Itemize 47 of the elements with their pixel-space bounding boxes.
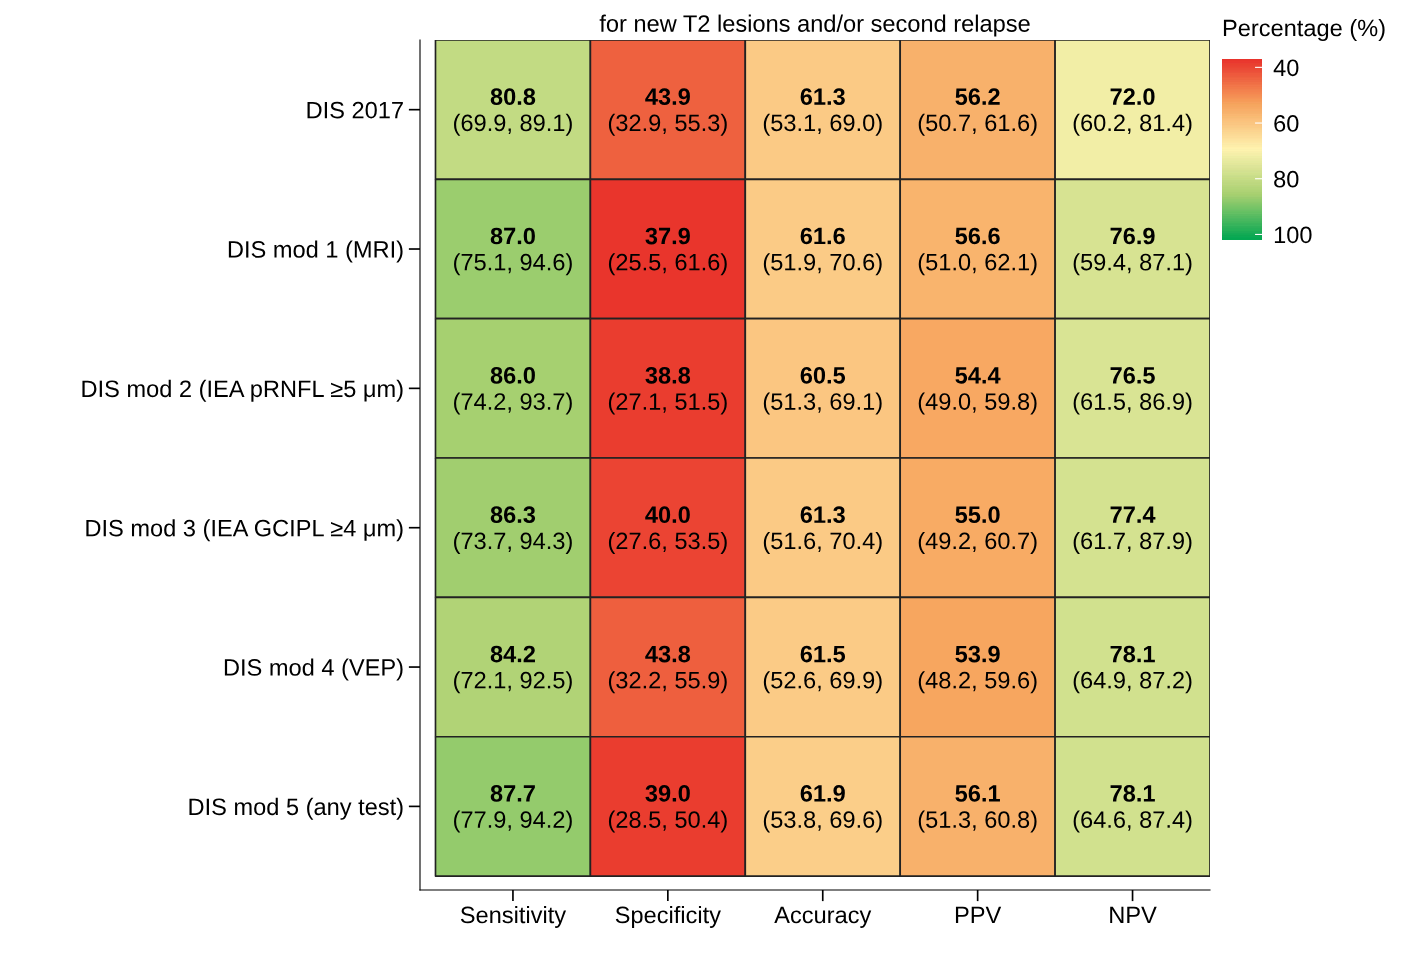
- y-tick-label: DIS mod 5 (any test): [189, 797, 403, 820]
- data-label: 80.8 (69.9, 89.1): [454, 88, 572, 136]
- data-label: 78.1 (64.9, 87.2): [1073, 645, 1192, 694]
- data-label: 54.4 (49.0, 59.8): [918, 367, 1037, 415]
- chart-title: for new T2 lesions and/or second relapse: [599, 14, 1030, 37]
- data-label: 56.2 (50.7, 61.6): [918, 88, 1037, 136]
- data-label: 78.1 (64.6, 87.4): [1073, 785, 1192, 833]
- y-tick-label: DIS mod 4 (VEP): [224, 658, 403, 681]
- data-label: 72.0 (60.2, 81.4): [1073, 88, 1192, 136]
- y-tick-label: DIS 2017: [307, 101, 403, 119]
- color-bar-label: 60: [1274, 115, 1299, 132]
- color-bar-title: Percentage (%): [1223, 19, 1385, 42]
- data-label: 60.5 (51.3, 69.1): [763, 366, 882, 415]
- color-bar-label: 40: [1273, 59, 1299, 77]
- data-label: 77.4 (61.7, 87.9): [1073, 506, 1192, 554]
- data-label: 43.8 (32.2, 55.9): [608, 645, 727, 694]
- x-tick-label: Sensitivity: [460, 905, 567, 928]
- data-label: 61.5 (52.6, 69.9): [763, 645, 882, 694]
- data-label: 53.9 (48.2, 59.6): [918, 645, 1037, 694]
- data-label: 43.9 (32.9, 55.3): [608, 88, 727, 136]
- data-label: 39.0 (28.5, 50.4): [608, 785, 727, 833]
- x-tick-label: Specificity: [615, 905, 721, 928]
- data-label: 38.8 (27.1, 51.5): [608, 366, 727, 415]
- data-label: 56.6 (51.0, 62.1): [918, 227, 1037, 276]
- data-label: 37.9 (25.5, 61.6): [608, 227, 727, 276]
- y-tick-label: DIS mod 3 (IEA GCIPL ≥4 μm): [86, 519, 403, 542]
- data-label: 86.3 (73.7, 94.3): [454, 506, 572, 554]
- x-tick-label: Accuracy: [774, 906, 872, 928]
- data-label: 40.0 (27.6, 53.5): [608, 506, 727, 554]
- x-tick-label: PPV: [955, 906, 1002, 924]
- y-tick-label: DIS mod 2 (IEA pRNFL ≥5 μm): [82, 379, 403, 402]
- data-label: 84.2 (72.1, 92.5): [454, 645, 572, 694]
- data-label: 76.5 (61.5, 86.9): [1073, 366, 1192, 415]
- y-tick-label: DIS mod 1 (MRI): [228, 240, 403, 263]
- data-label: 55.0 (49.2, 60.7): [918, 506, 1037, 554]
- data-label: 61.3 (51.6, 70.4): [763, 506, 882, 554]
- data-label: 61.6 (51.9, 70.6): [763, 227, 882, 276]
- data-label: 86.0 (74.2, 93.7): [454, 366, 572, 415]
- color-bar-label: 100: [1274, 226, 1312, 244]
- color-bar-label: 80: [1274, 170, 1299, 188]
- data-label: 87.0 (75.1, 94.6): [454, 227, 572, 276]
- data-label: 76.9 (59.4, 87.1): [1073, 227, 1192, 276]
- data-label: 61.9 (53.8, 69.6): [763, 785, 882, 833]
- x-tick-label: NPV: [1110, 906, 1157, 924]
- data-label: 61.3 (53.1, 69.0): [763, 88, 882, 136]
- data-label: 56.1 (51.3, 60.8): [918, 785, 1037, 833]
- data-label: 87.7 (77.9, 94.2): [454, 785, 572, 833]
